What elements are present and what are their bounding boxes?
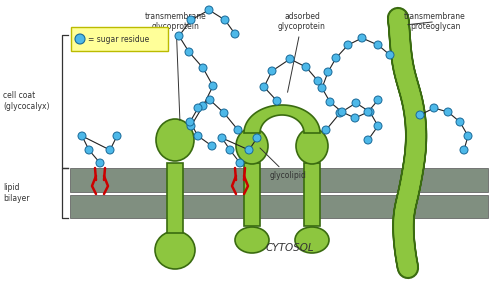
Circle shape bbox=[194, 132, 202, 140]
FancyBboxPatch shape bbox=[71, 27, 168, 51]
Circle shape bbox=[444, 108, 452, 116]
Text: CYTOSOL: CYTOSOL bbox=[265, 243, 314, 253]
Bar bbox=[167, 163, 183, 233]
Text: lipid
bilayer: lipid bilayer bbox=[3, 183, 29, 203]
Circle shape bbox=[226, 146, 234, 154]
Circle shape bbox=[324, 68, 332, 76]
Circle shape bbox=[318, 84, 326, 92]
Circle shape bbox=[286, 55, 294, 63]
Circle shape bbox=[358, 34, 366, 42]
Circle shape bbox=[374, 96, 382, 104]
Circle shape bbox=[374, 122, 382, 130]
Bar bbox=[244, 163, 260, 226]
Circle shape bbox=[260, 83, 268, 91]
Circle shape bbox=[326, 98, 334, 106]
Circle shape bbox=[194, 104, 202, 112]
Text: transmembrane
glycoprotein: transmembrane glycoprotein bbox=[145, 12, 207, 120]
Circle shape bbox=[205, 6, 213, 14]
Ellipse shape bbox=[295, 227, 329, 253]
Circle shape bbox=[460, 146, 468, 154]
Circle shape bbox=[186, 118, 194, 126]
Circle shape bbox=[187, 16, 195, 24]
Text: transmembrane
proteoglycan: transmembrane proteoglycan bbox=[404, 12, 466, 31]
Circle shape bbox=[245, 146, 253, 154]
Polygon shape bbox=[244, 105, 320, 133]
Circle shape bbox=[220, 109, 228, 117]
Circle shape bbox=[209, 82, 217, 90]
Ellipse shape bbox=[235, 227, 269, 253]
Circle shape bbox=[268, 67, 276, 75]
Circle shape bbox=[106, 146, 114, 154]
Ellipse shape bbox=[236, 128, 268, 164]
Text: = sugar residue: = sugar residue bbox=[88, 34, 149, 44]
Circle shape bbox=[273, 97, 281, 105]
Circle shape bbox=[78, 132, 86, 140]
Circle shape bbox=[96, 159, 104, 167]
Circle shape bbox=[187, 122, 195, 130]
Circle shape bbox=[364, 108, 372, 116]
Circle shape bbox=[314, 77, 322, 85]
Circle shape bbox=[351, 114, 359, 122]
Circle shape bbox=[366, 108, 374, 116]
Circle shape bbox=[332, 54, 340, 62]
Circle shape bbox=[322, 126, 330, 134]
Circle shape bbox=[302, 63, 310, 71]
Circle shape bbox=[221, 16, 229, 24]
Circle shape bbox=[185, 48, 193, 56]
Circle shape bbox=[175, 32, 183, 40]
Text: glycolipid: glycolipid bbox=[260, 148, 307, 180]
Circle shape bbox=[364, 136, 372, 144]
Circle shape bbox=[234, 126, 242, 134]
Circle shape bbox=[206, 96, 214, 104]
Ellipse shape bbox=[155, 231, 195, 269]
Circle shape bbox=[386, 51, 394, 59]
Circle shape bbox=[236, 159, 244, 167]
Circle shape bbox=[464, 132, 472, 140]
Circle shape bbox=[85, 146, 93, 154]
Bar bbox=[70, 195, 488, 218]
Bar bbox=[70, 168, 488, 192]
Circle shape bbox=[199, 64, 207, 72]
Bar bbox=[304, 163, 320, 226]
Ellipse shape bbox=[296, 128, 328, 164]
Circle shape bbox=[253, 134, 261, 142]
Circle shape bbox=[430, 104, 438, 112]
Circle shape bbox=[208, 142, 216, 150]
Circle shape bbox=[416, 111, 424, 119]
Ellipse shape bbox=[156, 119, 194, 161]
Circle shape bbox=[199, 102, 207, 110]
Circle shape bbox=[75, 34, 85, 44]
Text: adsorbed
glycoprotein: adsorbed glycoprotein bbox=[278, 12, 326, 92]
Text: cell coat
(glycocalyx): cell coat (glycocalyx) bbox=[3, 91, 49, 111]
Circle shape bbox=[218, 134, 226, 142]
Circle shape bbox=[352, 99, 360, 107]
Circle shape bbox=[344, 41, 352, 49]
Circle shape bbox=[338, 108, 346, 116]
Circle shape bbox=[336, 109, 344, 117]
Circle shape bbox=[456, 118, 464, 126]
Circle shape bbox=[374, 41, 382, 49]
Circle shape bbox=[231, 30, 239, 38]
Circle shape bbox=[113, 132, 121, 140]
